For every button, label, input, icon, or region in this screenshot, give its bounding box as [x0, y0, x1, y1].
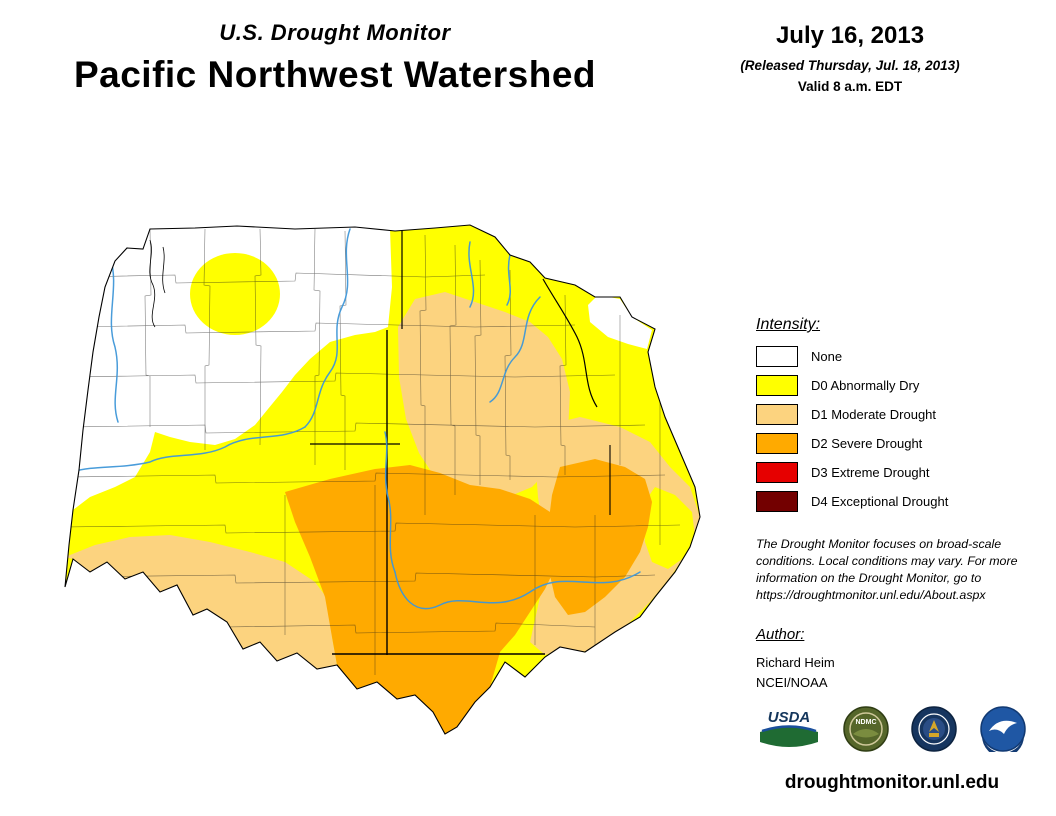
- legend: Intensity: None D0 Abnormally Dry D1 Mod…: [756, 316, 1028, 520]
- report-date: July 16, 2013: [775, 22, 925, 49]
- swatch-d4: [756, 490, 798, 512]
- swatch-d0: [756, 374, 798, 396]
- swatch-d3: [756, 461, 798, 483]
- legend-item-d3: D3 Extreme Drought: [756, 461, 1028, 483]
- drought-regions: [65, 225, 700, 734]
- swatch-none: [756, 345, 798, 367]
- rivers: [71, 228, 641, 610]
- legend-item-d2: D2 Severe Drought: [756, 432, 1028, 454]
- swatch-d1: [756, 403, 798, 425]
- county-lines: [65, 228, 681, 675]
- valid-time: Valid 8 a.m. EDT: [797, 79, 903, 94]
- report-title: U.S. Drought Monitor: [219, 20, 451, 45]
- legend-label: D4 Exceptional Drought: [811, 493, 949, 509]
- drought-map-svg: [64, 224, 701, 735]
- swatch-d2: [756, 432, 798, 454]
- legend-item-d1: D1 Moderate Drought: [756, 403, 1028, 425]
- legend-heading: Intensity:: [756, 316, 821, 333]
- legend-label: D3 Extreme Drought: [811, 464, 930, 480]
- author-heading: Author:: [756, 626, 805, 643]
- author-org: NCEI/NOAA: [756, 675, 828, 690]
- site-url: droughtmonitor.unl.edu: [784, 772, 1000, 793]
- author-block: Author: Richard Heim NCEI/NOAA: [756, 626, 1028, 690]
- page-title: Pacific Northwest Watershed: [73, 54, 597, 95]
- legend-label: D1 Moderate Drought: [811, 406, 937, 422]
- author-name: Richard Heim: [756, 655, 835, 670]
- ndmc-logo: NDMC: [842, 706, 889, 752]
- disclaimer-text: The Drought Monitor focuses on broad-sca…: [756, 537, 1018, 603]
- legend-item-none: None: [756, 345, 1028, 367]
- legend-label: D2 Severe Drought: [811, 435, 923, 451]
- noaa-logo: [980, 706, 1026, 752]
- legend-item-d0: D0 Abnormally Dry: [756, 374, 1028, 396]
- date-block: July 16, 2013 (Released Thursday, Jul. 1…: [700, 22, 1000, 94]
- release-date: (Released Thursday, Jul. 18, 2013): [740, 58, 960, 73]
- svg-text:NDMC: NDMC: [855, 719, 876, 726]
- svg-text:USDA: USDA: [768, 709, 811, 726]
- legend-item-d4: D4 Exceptional Drought: [756, 490, 1028, 512]
- watershed-outline: [64, 224, 701, 735]
- doc-logo: [911, 706, 958, 752]
- legend-label: None: [811, 348, 843, 364]
- drought-map: [55, 215, 715, 745]
- legend-label: D0 Abnormally Dry: [811, 377, 920, 393]
- coastline-detail: [149, 239, 166, 328]
- usda-logo: USDA: [758, 706, 820, 752]
- title-block: U.S. Drought Monitor Pacific Northwest W…: [30, 20, 640, 96]
- agency-logos: USDA NDMC: [758, 706, 1026, 752]
